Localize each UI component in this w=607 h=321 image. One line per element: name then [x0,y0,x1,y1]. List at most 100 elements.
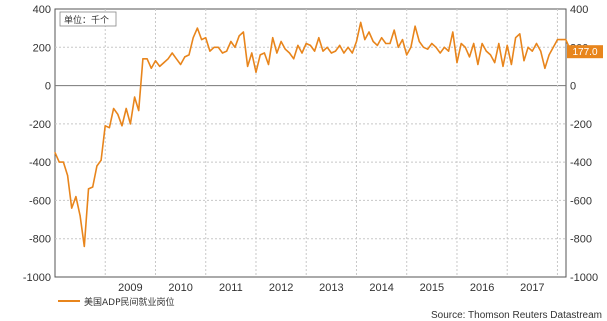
data-point [368,31,370,33]
data-point [414,25,416,27]
source-label: Source: Thomson Reuters Datastream [431,310,602,321]
legend-label: 美国ADP民间就业岗位 [84,296,175,308]
series-layer [54,21,584,248]
data-point [540,50,542,52]
data-point [129,123,131,125]
data-point [288,52,291,54]
data-point [297,44,299,47]
data-point [58,161,60,163]
data-point [506,44,508,47]
data-point [125,107,127,110]
y-tick-label-left: -400 [29,157,51,169]
data-point [138,109,140,112]
data-point [213,46,215,48]
data-point [79,215,81,217]
data-point [184,56,186,58]
data-point [234,46,236,48]
data-point [410,46,412,48]
data-point [443,46,445,48]
y-tick-label-right: -800 [570,234,592,246]
data-point [188,54,190,56]
data-point [393,29,395,31]
data-point [481,42,483,45]
data-point [180,63,182,66]
y-tick-label-left: 200 [33,42,51,54]
data-point [280,40,282,43]
data-point [385,42,387,45]
data-point [62,161,64,163]
data-point [473,42,475,45]
data-point [121,125,123,127]
data-point [535,42,538,45]
data-point [464,46,466,48]
data-point [171,52,173,54]
data-point [355,40,358,43]
data-point [523,60,525,62]
y-tick-label-right: -200 [570,119,592,131]
data-point [175,58,177,60]
last-value-label: 177.0 [572,47,597,58]
data-point [301,52,303,54]
data-point [108,127,110,129]
data-point [561,39,563,41]
data-point [238,35,240,37]
data-point [531,50,533,52]
data-point [226,50,228,52]
data-point [548,54,550,56]
plot-area-border [54,8,567,278]
data-point [87,188,90,190]
data-point [247,65,249,67]
data-point [406,54,408,56]
data-point [401,39,404,41]
data-point [83,245,85,247]
y-tick-label-right: -1000 [570,272,598,284]
data-point [439,52,441,54]
y-tick-label-left: -200 [29,119,51,131]
data-point [259,54,261,56]
data-point [418,40,420,43]
data-point [267,63,270,66]
data-point [163,62,165,64]
data-point [192,37,194,39]
data-point [322,50,324,52]
y-tick-label-right: -400 [570,157,592,169]
data-point [489,54,492,56]
data-point [510,63,512,66]
data-point [201,39,203,41]
data-point [242,31,244,33]
data-point [196,27,198,29]
data-point [276,52,278,54]
data-point [397,46,399,48]
data-point [334,50,337,52]
data-point [351,52,353,54]
data-point [309,44,311,47]
data-point [431,42,433,45]
data-point [209,50,211,52]
x-tick-label: 2013 [319,282,343,294]
data-point [92,186,94,188]
data-point [251,52,253,54]
y-tick-label-left: 400 [33,4,51,16]
data-point [167,58,169,60]
data-point [305,42,307,45]
data-point [519,33,521,35]
data-point [54,152,56,154]
data-point [364,39,366,41]
data-point [134,96,136,98]
data-point [314,50,316,52]
data-point [205,37,207,39]
data-point [502,65,504,67]
data-point [221,52,224,54]
unit-box: 单位：千个 [59,11,117,27]
data-point [556,39,559,41]
x-tick-label: 2017 [520,282,544,294]
data-point [468,56,471,58]
last-value-box [567,45,603,59]
data-point [217,46,219,48]
y-tick-label-right: -600 [570,195,592,207]
last-value-marker: 177.0 [567,45,603,59]
data-point [565,39,567,41]
data-point [448,50,450,52]
x-tick-label: 2016 [470,282,494,294]
y-tick-label-left: -800 [29,234,51,246]
